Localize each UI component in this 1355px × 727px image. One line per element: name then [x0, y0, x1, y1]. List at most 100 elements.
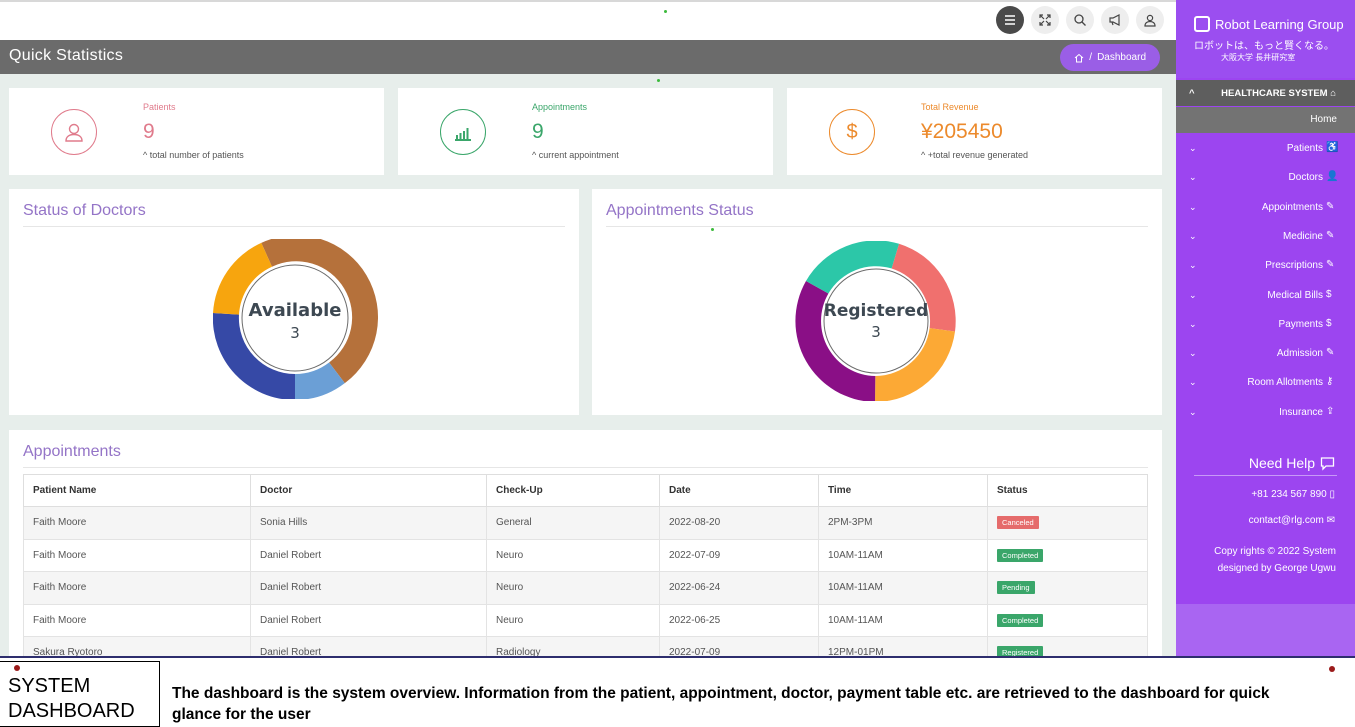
doctor-cell: Daniel Robert [250, 571, 487, 605]
column-header[interactable]: Date [659, 474, 819, 507]
stat-card-appointments[interactable]: Appointments 9 ^ current appointment [398, 88, 773, 175]
patient-cell: Faith Moore [23, 603, 251, 637]
chevron-down-icon: ⌄ [1189, 201, 1197, 212]
donut-segment [213, 313, 295, 399]
donut-segment [295, 362, 345, 399]
menu-toggle-button[interactable] [996, 6, 1024, 34]
table-row[interactable]: Faith Moore Daniel Robert Neuro 2022-07-09 1… [23, 538, 1148, 572]
help-email[interactable]: contact@rlg.com ✉ [1249, 515, 1335, 526]
phone-text: +81 234 567 890 [1251, 489, 1327, 500]
panel-title: Status of Doctors [23, 202, 146, 219]
need-help-text: Need Help [1248, 455, 1315, 471]
user-icon: 👤 [1326, 171, 1339, 183]
caret-up-icon: ^ [143, 150, 150, 160]
stat-card-patients[interactable]: Patients 9 ^ total number of patients [9, 88, 384, 175]
column-header[interactable]: Time [818, 474, 988, 507]
doctors-status-panel: Status of Doctors Available 3 [9, 189, 579, 415]
sidebar-item-label: Medicine [1282, 230, 1323, 242]
column-header[interactable]: Doctor [250, 474, 487, 507]
table-row[interactable]: Sakura Ryotoro Daniel Robert Radiology 2022… [23, 636, 1148, 660]
status-cell: Completed [987, 603, 1148, 637]
chevron-down-icon: ⌄ [1189, 348, 1197, 359]
column-header[interactable]: Check-Up [486, 474, 660, 507]
edit-icon: ✎ [1326, 200, 1335, 212]
wheelchair-icon: ♿ [1326, 142, 1339, 153]
sidebar-item-medicine[interactable]: ⌄ Medicine ✎ [1176, 223, 1355, 252]
chevron-up-icon: ^ [1189, 87, 1195, 99]
stat-note: ^ +total revenue generated [921, 150, 1028, 160]
stat-card-revenue[interactable]: $ Total Revenue ¥205450 ^ +total revenue… [787, 88, 1162, 175]
donut-segment [213, 242, 272, 315]
sidebar-item-payments[interactable]: ⌄ Payments $ [1176, 311, 1355, 340]
breadcrumb-separator: / [1089, 52, 1093, 63]
section-label: HEALTHCARE SYSTEM ⌂ [1221, 88, 1336, 99]
breadcrumb-current: Dashboard [1097, 52, 1146, 63]
sidebar-section-healthcare[interactable]: ^ HEALTHCARE SYSTEM ⌂ [1176, 80, 1355, 106]
table-row[interactable]: Faith Moore Daniel Robert Neuro 2022-06-25 1… [23, 603, 1148, 637]
top-bar [0, 0, 1176, 40]
home-icon [1074, 53, 1084, 62]
copyright: Copy rights © 2022 System designed by Ge… [1214, 543, 1336, 577]
status-cell: Registered [987, 636, 1148, 660]
brand-name[interactable]: Robot Learning Group [1194, 16, 1344, 32]
need-help-heading: Need Help [1249, 455, 1335, 471]
sidebar-item-home[interactable]: Home [1176, 107, 1355, 133]
doctor-cell: Daniel Robert [250, 538, 487, 572]
fullscreen-button[interactable] [1031, 6, 1059, 34]
dollar-icon: $ [1326, 288, 1332, 300]
sidebar-item-appointments[interactable]: ⌄ Appointments ✎ [1176, 194, 1355, 223]
table-row[interactable]: Faith Moore Daniel Robert Neuro 2022-06-24 1… [23, 571, 1148, 605]
sidebar-item-doctors[interactable]: ⌄ Doctors 👤 [1176, 164, 1355, 193]
sidebar: Robot Learning Group ロボットは、もっと賢くなる。 大阪大学… [1176, 0, 1355, 656]
sidebar-item-patients[interactable]: ⌄ Patients ♿ [1176, 135, 1355, 164]
divider [606, 226, 1148, 227]
time-cell: 10AM-11AM [818, 571, 988, 605]
donut-inner-ring [823, 268, 929, 374]
mail-icon: ✉ [1326, 515, 1335, 526]
profile-button[interactable] [1136, 6, 1164, 34]
chevron-down-icon: ⌄ [1189, 230, 1197, 241]
patient-cell: Faith Moore [23, 506, 251, 540]
chevron-down-icon: ⌄ [1189, 172, 1197, 183]
column-header[interactable]: Status [987, 474, 1148, 507]
sidebar-item-prescriptions[interactable]: ⌄ Prescriptions ✎ [1176, 252, 1355, 281]
announcements-button[interactable] [1101, 6, 1129, 34]
fullscreen-icon [1039, 14, 1051, 26]
checkup-cell: Neuro [486, 571, 660, 605]
sidebar-item-admission[interactable]: ⌄ Admission ✎ [1176, 340, 1355, 369]
sidebar-item-insurance[interactable]: ⌄ Insurance ⇪ [1176, 399, 1355, 428]
donut-segment [261, 239, 379, 384]
status-badge: Canceled [997, 516, 1039, 530]
chevron-down-icon: ⌄ [1189, 377, 1197, 388]
sidebar-item-label: Patients [1286, 143, 1323, 154]
sidebar-item-label: Doctors [1288, 172, 1323, 184]
date-cell: 2022-07-09 [659, 538, 819, 572]
donut-center-label: Registered [824, 301, 928, 321]
caption-title-box: SYSTEM DASHBOARD [0, 661, 160, 727]
help-phone[interactable]: +81 234 567 890 ▯ [1251, 489, 1335, 500]
sidebar-item-medical-bills[interactable]: ⌄ Medical Bills $ [1176, 282, 1355, 311]
stat-label: Patients [143, 102, 176, 112]
megaphone-icon [1109, 14, 1120, 26]
chevron-down-icon: ⌄ [1189, 260, 1197, 271]
status-cell: Canceled [987, 506, 1148, 540]
doctors-donut-chart: Available 3 [213, 239, 379, 399]
bar-chart-icon [455, 128, 471, 141]
caption-title: SYSTEM DASHBOARD [8, 674, 135, 724]
user-icon [65, 123, 83, 142]
sidebar-item-room-allotments[interactable]: ⌄ Room Allotments ⚷ [1176, 369, 1355, 398]
caret-up-icon: ^ [532, 150, 539, 160]
top-bar-actions [996, 6, 1164, 34]
marker-dot [711, 228, 714, 231]
copyright-line: Copy rights © 2022 System [1214, 546, 1336, 557]
breadcrumb[interactable]: / Dashboard [1060, 44, 1160, 71]
panel-title: Appointments [23, 443, 121, 460]
search-button[interactable] [1066, 6, 1094, 34]
patient-cell: Faith Moore [23, 538, 251, 572]
stat-note: ^ total number of patients [143, 150, 244, 160]
table-row[interactable]: Faith Moore Sonia Hills General 2022-08-20 2… [23, 506, 1148, 540]
bank-icon: ⌂ [1330, 87, 1336, 99]
brand-name-text: Robot Learning Group [1215, 16, 1344, 32]
donut-segment [806, 241, 899, 294]
column-header[interactable]: Patient Name [23, 474, 251, 507]
